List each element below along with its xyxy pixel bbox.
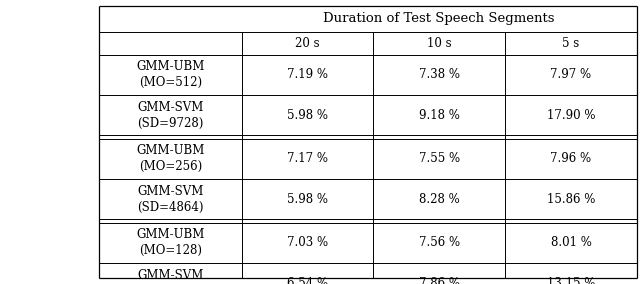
Text: GMM-SVM
(SD=9728): GMM-SVM (SD=9728) [137, 101, 204, 130]
Text: 20 s: 20 s [295, 37, 320, 50]
Text: 7.56 %: 7.56 % [419, 236, 460, 249]
Text: 7.19 %: 7.19 % [287, 68, 328, 82]
Text: Duration of Test Speech Segments: Duration of Test Speech Segments [323, 12, 555, 25]
Text: 15.86 %: 15.86 % [547, 193, 595, 206]
Text: 7.97 %: 7.97 % [550, 68, 591, 82]
Text: 7.17 %: 7.17 % [287, 153, 328, 165]
Text: GMM-UBM
(MO=128): GMM-UBM (MO=128) [136, 228, 205, 257]
Text: 7.38 %: 7.38 % [419, 68, 460, 82]
Text: 8.01 %: 8.01 % [550, 236, 591, 249]
Text: 5.98 %: 5.98 % [287, 193, 328, 206]
Text: 7.03 %: 7.03 % [287, 236, 328, 249]
Text: 8.28 %: 8.28 % [419, 193, 460, 206]
Text: 9.18 %: 9.18 % [419, 109, 460, 122]
Text: GMM-UBM
(MO=512): GMM-UBM (MO=512) [136, 60, 205, 89]
Text: 7.55 %: 7.55 % [419, 153, 460, 165]
Text: GMM-SVM
(SD=2432): GMM-SVM (SD=2432) [137, 269, 204, 284]
Text: 5.98 %: 5.98 % [287, 109, 328, 122]
Text: GMM-SVM
(SD=4864): GMM-SVM (SD=4864) [137, 185, 204, 214]
Text: 13.15 %: 13.15 % [547, 277, 595, 284]
Text: 10 s: 10 s [427, 37, 452, 50]
Text: 5 s: 5 s [563, 37, 580, 50]
Text: 6.54 %: 6.54 % [287, 277, 328, 284]
Text: GMM-UBM
(MO=256): GMM-UBM (MO=256) [136, 144, 205, 174]
Text: 7.86 %: 7.86 % [419, 277, 460, 284]
Text: 7.96 %: 7.96 % [550, 153, 591, 165]
Text: 17.90 %: 17.90 % [547, 109, 595, 122]
